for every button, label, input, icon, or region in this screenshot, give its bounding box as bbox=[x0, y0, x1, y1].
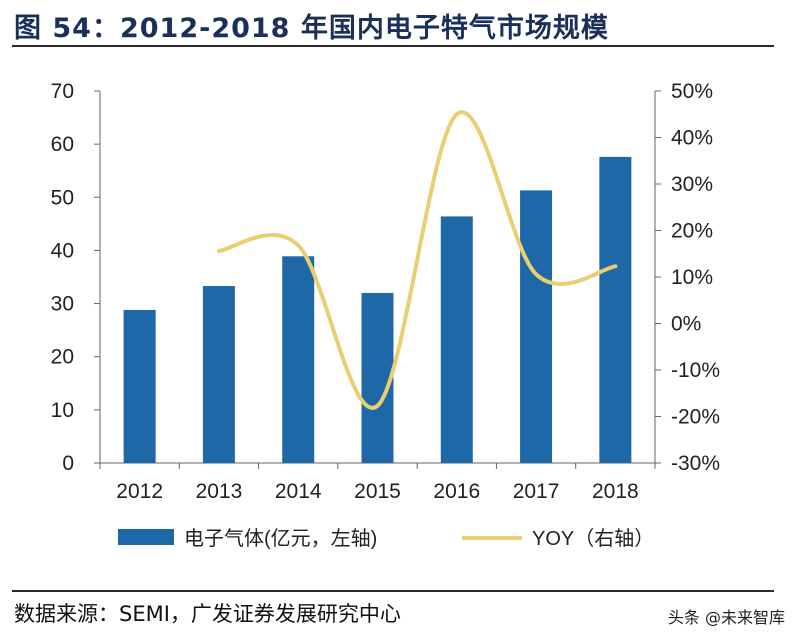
chart-axes: 0 10 20 30 40 50 60 70 -30% -20% -10% 0% 10% 20% 30% 40… bbox=[51, 80, 720, 503]
left-axis-tick-label: 0 bbox=[62, 452, 74, 475]
left-axis-tick-label: 30 bbox=[51, 293, 74, 316]
right-axis-tick-label: -20% bbox=[671, 406, 720, 429]
right-axis-tick-label: 10% bbox=[671, 266, 713, 289]
bar-2018 bbox=[599, 156, 632, 463]
bar-series bbox=[123, 156, 632, 463]
left-axis-tick-label: 60 bbox=[51, 133, 74, 156]
x-axis-tick-label: 2012 bbox=[116, 480, 163, 503]
x-axis-tick-label: 2018 bbox=[592, 480, 639, 503]
line-series bbox=[216, 110, 618, 410]
chart-area: 0 10 20 30 40 50 60 70 -30% -20% -10% 0% 10% 20% 30% 40… bbox=[51, 80, 720, 550]
legend-bar-swatch bbox=[118, 529, 174, 545]
legend-bar-label: 电子气体(亿元，左轴) bbox=[184, 527, 377, 550]
chart-title: 图 54：2012-2018 年国内电子特气市场规模 bbox=[14, 13, 609, 44]
source-note: 数据来源：SEMI，广发证券发展研究中心 bbox=[14, 602, 401, 626]
watermark: 头条 @未来智库 bbox=[667, 608, 785, 627]
left-axis-tick-label: 50 bbox=[51, 186, 74, 209]
legend-line-label: YOY（右轴） bbox=[532, 527, 654, 550]
top-divider bbox=[12, 45, 774, 47]
right-axis-tick-label: -10% bbox=[671, 359, 720, 382]
bar-2015 bbox=[361, 292, 394, 463]
x-axis-tick-label: 2014 bbox=[275, 480, 322, 503]
right-axis-tick-label: -30% bbox=[671, 452, 720, 475]
left-axis-tick-label: 40 bbox=[51, 239, 74, 262]
left-axis-tick-label: 70 bbox=[51, 80, 74, 103]
right-axis-tick-label: 40% bbox=[671, 127, 713, 150]
bar-2017 bbox=[520, 190, 553, 463]
x-axis-tick-label: 2016 bbox=[433, 480, 480, 503]
left-axis-tick-label: 20 bbox=[51, 346, 74, 369]
x-axis-tick-label: 2015 bbox=[354, 480, 401, 503]
right-axis-tick-label: 0% bbox=[671, 313, 701, 336]
right-axis-tick-label: 50% bbox=[671, 80, 713, 103]
legend: 电子气体(亿元，左轴) YOY（右轴） bbox=[118, 527, 654, 550]
right-axis-tick-label: 30% bbox=[671, 173, 713, 196]
yoy-line bbox=[216, 110, 618, 410]
bar-2014 bbox=[282, 256, 315, 463]
bottom-divider bbox=[12, 590, 774, 592]
bar-2016 bbox=[440, 216, 473, 463]
bar-2012 bbox=[123, 309, 156, 463]
x-axis-tick-label: 2017 bbox=[513, 480, 560, 503]
right-axis-tick-label: 20% bbox=[671, 220, 713, 243]
bar-2013 bbox=[202, 286, 235, 463]
left-axis-tick-label: 10 bbox=[51, 399, 74, 422]
x-axis-tick-label: 2013 bbox=[196, 480, 243, 503]
